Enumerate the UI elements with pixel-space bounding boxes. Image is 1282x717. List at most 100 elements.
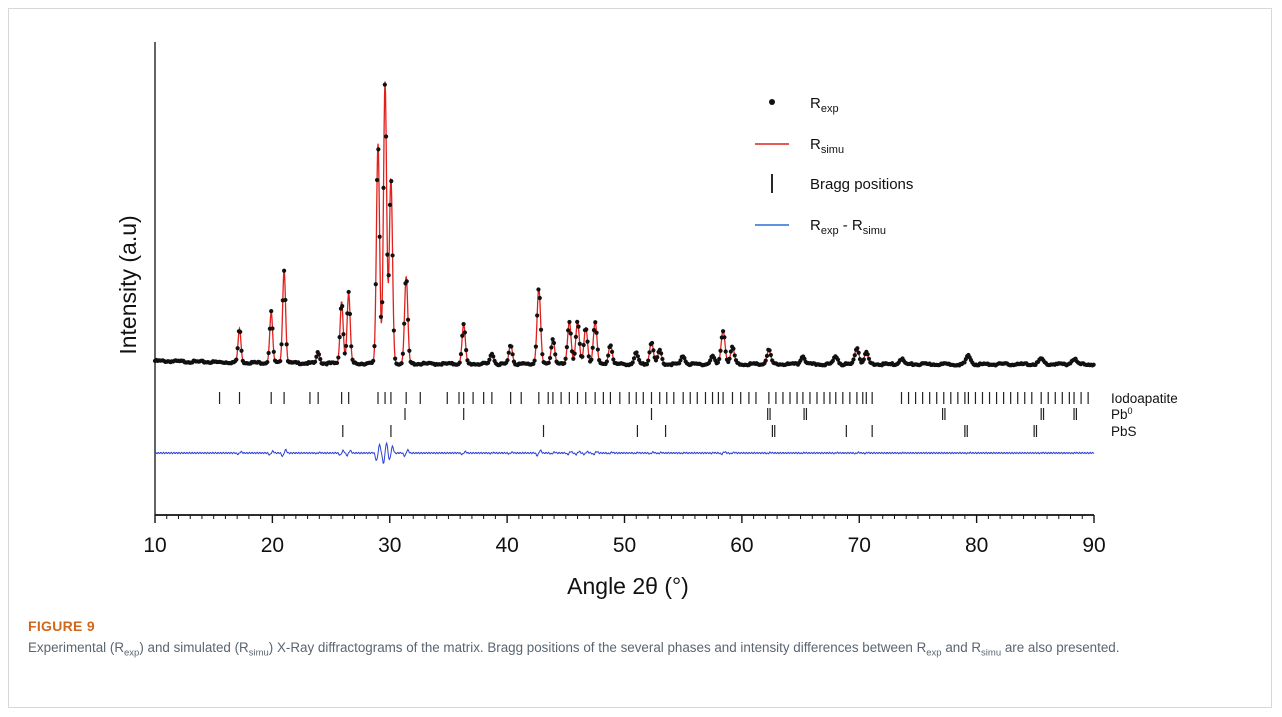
experimental-point: [377, 234, 382, 239]
experimental-point: [591, 328, 597, 333]
experimental-points-group: [152, 82, 1096, 368]
experimental-point: [604, 359, 609, 364]
experimental-point: [340, 304, 345, 309]
experimental-point: [653, 358, 659, 363]
experimental-point: [611, 357, 616, 362]
experimental-point: [316, 352, 322, 357]
legend-subscript: exp: [821, 225, 839, 237]
experimental-point: [657, 347, 662, 352]
x-tick-label: 70: [848, 534, 871, 557]
caption-subscript: simu: [981, 647, 1002, 659]
experimental-point: [460, 333, 465, 338]
experimental-point: [271, 349, 276, 354]
experimental-point: [568, 331, 573, 336]
x-tick-label: 80: [965, 534, 988, 557]
experimental-point: [399, 361, 404, 366]
experimental-point: [678, 358, 683, 363]
experimental-point: [715, 360, 721, 365]
experimental-point: [283, 297, 288, 303]
experimental-point: [851, 357, 856, 362]
experimental-point: [630, 360, 635, 365]
experimental-point: [400, 351, 405, 356]
experimental-point: [378, 314, 384, 319]
legend: Rexp Rsimu Bragg positions Rexp - Rsimu: [755, 95, 913, 237]
experimental-point: [608, 343, 613, 348]
experimental-point: [391, 328, 396, 333]
experimental-point: [278, 358, 283, 364]
experimental-point: [282, 268, 287, 273]
caption-part: ) and simulated (R: [139, 640, 249, 655]
experimental-point: [458, 352, 464, 357]
experimental-point: [266, 350, 271, 356]
experimental-point: [763, 358, 768, 363]
experimental-point: [581, 342, 586, 348]
experimental-point: [767, 348, 772, 353]
experimental-point: [506, 350, 511, 355]
experimental-point: [563, 356, 568, 361]
legend-label-tail: - R: [839, 217, 863, 234]
experimental-point: [589, 357, 594, 362]
caption-subscript: simu: [248, 647, 269, 659]
experimental-point: [374, 177, 380, 183]
experimental-point: [389, 178, 394, 184]
figure-caption-text: Experimental (Rexp) and simulated (Rsimu…: [28, 638, 1228, 664]
experimental-point: [487, 357, 492, 362]
experimental-point: [857, 357, 863, 362]
experimental-point: [584, 327, 589, 332]
experimental-point: [342, 351, 347, 356]
experimental-point: [284, 342, 289, 347]
experimental-point: [647, 350, 652, 355]
experimental-point: [537, 295, 542, 301]
experimental-point: [720, 329, 726, 334]
simulated-curve: [154, 81, 1094, 365]
phase-label: Pb0: [1111, 406, 1133, 422]
experimental-point: [535, 313, 540, 318]
experimental-point: [590, 345, 595, 350]
experimental-point: [337, 335, 342, 340]
experimental-point: [609, 349, 615, 354]
experimental-point: [270, 326, 275, 331]
caption-subscript: exp: [124, 647, 140, 659]
experimental-point: [571, 356, 576, 361]
caption-part: are also presented.: [1001, 640, 1120, 655]
experimental-point: [866, 356, 872, 361]
figure-frame: [8, 8, 1272, 708]
experimental-point: [566, 328, 571, 333]
experimental-point: [269, 309, 274, 314]
experimental-point: [461, 322, 466, 327]
legend-dot-symbol: [769, 99, 775, 105]
experimental-point: [341, 332, 346, 337]
experimental-point: [562, 361, 567, 366]
experimental-point: [538, 327, 544, 332]
experimental-point: [830, 358, 835, 364]
experimental-point: [238, 329, 243, 334]
experimental-point: [660, 356, 665, 362]
experimental-point: [634, 350, 639, 355]
x-tick-label: 10: [143, 534, 166, 557]
x-tick-label: 30: [378, 534, 401, 557]
experimental-point: [349, 344, 354, 349]
phase-label-superscript: 0: [1128, 406, 1133, 416]
experimental-point: [384, 134, 389, 139]
figure-label: FIGURE 9: [28, 618, 95, 634]
experimental-point: [722, 335, 727, 340]
experimental-point: [376, 147, 381, 152]
experimental-point: [407, 348, 412, 353]
experimental-point: [510, 352, 515, 357]
experimental-point: [835, 357, 841, 362]
experimental-point: [708, 358, 713, 363]
experimental-point: [265, 359, 270, 365]
experimental-point: [575, 319, 580, 324]
experimental-point: [718, 348, 723, 353]
experimental-point: [577, 341, 582, 346]
experimental-point: [462, 330, 467, 335]
experimental-point: [390, 253, 395, 258]
experimental-point: [531, 361, 536, 366]
bragg-positions-group: [218, 392, 1089, 437]
experimental-point: [235, 346, 240, 351]
experimental-point: [279, 342, 284, 347]
experimental-point: [387, 202, 393, 207]
simulated-curve-group: [154, 81, 1094, 365]
experimental-point: [855, 346, 860, 351]
